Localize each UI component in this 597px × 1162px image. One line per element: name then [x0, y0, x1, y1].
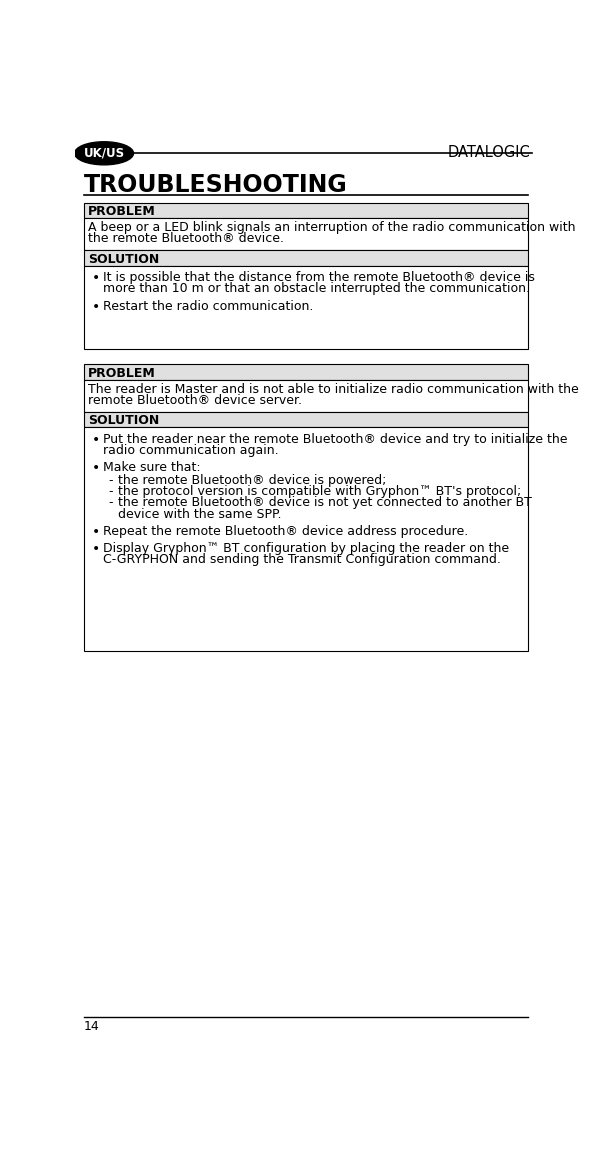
Text: It is possible that the distance from the remote Bluetooth® device is: It is possible that the distance from th… [103, 271, 534, 285]
Text: the protocol version is compatible with Gryphon™ BT's protocol;: the protocol version is compatible with … [118, 486, 521, 498]
Text: PROBLEM: PROBLEM [88, 205, 156, 218]
Text: SOLUTION: SOLUTION [88, 252, 159, 266]
Text: radio communication again.: radio communication again. [103, 444, 278, 457]
Ellipse shape [75, 142, 134, 165]
Text: SOLUTION: SOLUTION [88, 415, 159, 428]
Text: The reader is Master and is not able to initialize radio communication with the: The reader is Master and is not able to … [88, 382, 578, 396]
Text: C-GRYPHON and sending the Transmit Configuration command.: C-GRYPHON and sending the Transmit Confi… [103, 553, 500, 566]
Text: Make sure that:: Make sure that: [103, 461, 200, 474]
Text: Put the reader near the remote Bluetooth® device and try to initialize the: Put the reader near the remote Bluetooth… [103, 432, 567, 446]
Text: Display Gryphon™ BT configuration by placing the reader on the: Display Gryphon™ BT configuration by pla… [103, 543, 509, 555]
Text: -: - [109, 486, 113, 498]
Text: remote Bluetooth® device server.: remote Bluetooth® device server. [88, 394, 302, 407]
Text: •: • [92, 543, 100, 557]
Bar [84, 218, 528, 250]
Text: PROBLEM: PROBLEM [88, 366, 156, 380]
Text: •: • [92, 300, 100, 314]
Bar [84, 413, 528, 428]
Bar [84, 364, 528, 380]
Text: -: - [109, 496, 113, 509]
Text: •: • [92, 525, 100, 539]
Text: more than 10 m or that an obstacle interrupted the communication.: more than 10 m or that an obstacle inter… [103, 282, 530, 295]
Text: the remote Bluetooth® device is not yet connected to another BT: the remote Bluetooth® device is not yet … [118, 496, 532, 509]
Bar [84, 380, 528, 413]
Text: 14: 14 [84, 1019, 100, 1033]
Bar [84, 250, 528, 266]
Text: Repeat the remote Bluetooth® device address procedure.: Repeat the remote Bluetooth® device addr… [103, 525, 468, 538]
Text: UK/US: UK/US [84, 146, 125, 160]
Text: DATALOGIC: DATALOGIC [448, 145, 530, 160]
Text: A beep or a LED blink signals an interruption of the radio communication with: A beep or a LED blink signals an interru… [88, 221, 576, 234]
Text: •: • [92, 432, 100, 447]
Text: Restart the radio communication.: Restart the radio communication. [103, 300, 313, 313]
Text: the remote Bluetooth® device.: the remote Bluetooth® device. [88, 232, 284, 245]
Bar [84, 428, 528, 651]
Bar [84, 266, 528, 349]
Text: •: • [92, 271, 100, 285]
Text: device with the same SPP.: device with the same SPP. [118, 508, 282, 521]
Bar [84, 202, 528, 218]
Text: the remote Bluetooth® device is powered;: the remote Bluetooth® device is powered; [118, 474, 386, 487]
Text: -: - [109, 474, 113, 487]
Text: •: • [92, 461, 100, 475]
Text: TROUBLESHOOTING: TROUBLESHOOTING [84, 173, 347, 198]
